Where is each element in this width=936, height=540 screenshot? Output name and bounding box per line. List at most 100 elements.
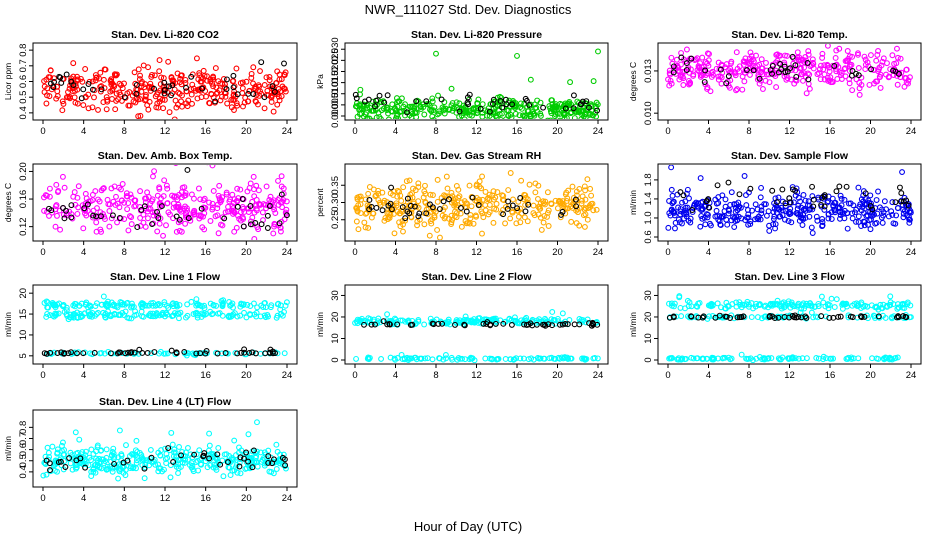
data-point (107, 350, 114, 357)
data-point (564, 195, 571, 202)
data-point (684, 204, 691, 211)
data-point (777, 60, 784, 67)
x-tick-label: 0 (40, 370, 45, 381)
data-point (209, 80, 216, 87)
data-point (672, 225, 678, 232)
data-point (704, 50, 711, 57)
data-point (766, 79, 773, 86)
data-point (223, 191, 230, 198)
data-point (222, 93, 229, 100)
data-point (203, 347, 210, 354)
data-point (46, 212, 52, 219)
y-tick-label: 0.005 (330, 93, 341, 117)
data-point (677, 206, 684, 212)
x-tick-label: 0 (40, 126, 45, 137)
data-point (173, 104, 180, 111)
data-point (181, 184, 188, 191)
data-point (782, 69, 789, 76)
data-point (482, 188, 489, 195)
data-point (82, 464, 89, 471)
data-point (743, 202, 750, 209)
data-point (562, 320, 569, 327)
data-point (504, 205, 511, 212)
data-point (164, 200, 171, 207)
data-point (759, 86, 766, 92)
data-point (733, 213, 740, 220)
data-point (885, 213, 892, 220)
data-point (171, 446, 178, 453)
data-point (100, 99, 107, 106)
data-point (110, 445, 117, 452)
data-point (148, 454, 155, 461)
data-point (865, 221, 871, 228)
data-point (248, 455, 254, 462)
data-point (406, 177, 413, 184)
data-point (671, 303, 677, 310)
data-point (748, 314, 755, 321)
data-point (563, 189, 570, 196)
panel-title: Stan. Dev. Line 4 (LT) Flow (99, 396, 232, 408)
data-point (148, 350, 155, 357)
data-point (763, 71, 770, 78)
data-point (757, 194, 764, 201)
data-point (74, 350, 80, 357)
panel-title: Stan. Dev. Gas Stream RH (412, 150, 541, 162)
data-point (106, 208, 113, 214)
data-point (723, 80, 730, 87)
data-point (868, 203, 875, 210)
data-point (108, 185, 115, 192)
data-point (470, 220, 477, 227)
data-point (905, 77, 912, 84)
data-point (257, 449, 264, 456)
data-point (900, 210, 907, 217)
data-point (787, 65, 793, 72)
data-point (259, 209, 266, 216)
data-point (590, 78, 597, 85)
data-point (109, 87, 116, 94)
y-tick-label: 0.6 (643, 230, 654, 243)
data-point (418, 355, 425, 362)
data-point (881, 198, 888, 205)
data-point (704, 60, 711, 67)
data-point (578, 200, 585, 207)
data-point (98, 465, 105, 472)
data-point (364, 318, 371, 325)
data-point (59, 173, 66, 180)
data-point (124, 457, 131, 464)
data-point (233, 65, 240, 72)
data-point (699, 215, 706, 222)
data-point (517, 219, 524, 226)
data-point (271, 88, 278, 95)
x-tick-label: 8 (122, 370, 127, 381)
data-point (365, 96, 372, 103)
data-point (60, 303, 67, 310)
data-point (241, 455, 247, 462)
data-point (704, 214, 711, 221)
data-point (148, 300, 155, 307)
data-point (799, 355, 806, 362)
data-point (76, 436, 83, 443)
data-point (867, 192, 874, 199)
data-point (842, 58, 849, 64)
data-point (352, 91, 359, 98)
data-point (517, 100, 524, 107)
data-point (815, 303, 822, 310)
data-point (841, 215, 848, 222)
data-point (518, 177, 525, 184)
data-point (226, 314, 233, 321)
data-point (569, 183, 576, 190)
data-point (458, 223, 465, 230)
data-point (749, 207, 756, 214)
data-point (245, 458, 252, 465)
data-point (517, 104, 524, 111)
data-point (157, 81, 164, 88)
data-point (743, 355, 750, 362)
data-point (368, 107, 375, 114)
data-point (43, 298, 50, 305)
data-point (231, 83, 238, 90)
data-point (197, 350, 204, 357)
data-point (473, 182, 480, 189)
data-point (563, 198, 570, 204)
data-point (151, 85, 158, 92)
y-axis-label: ml/min (3, 312, 13, 337)
